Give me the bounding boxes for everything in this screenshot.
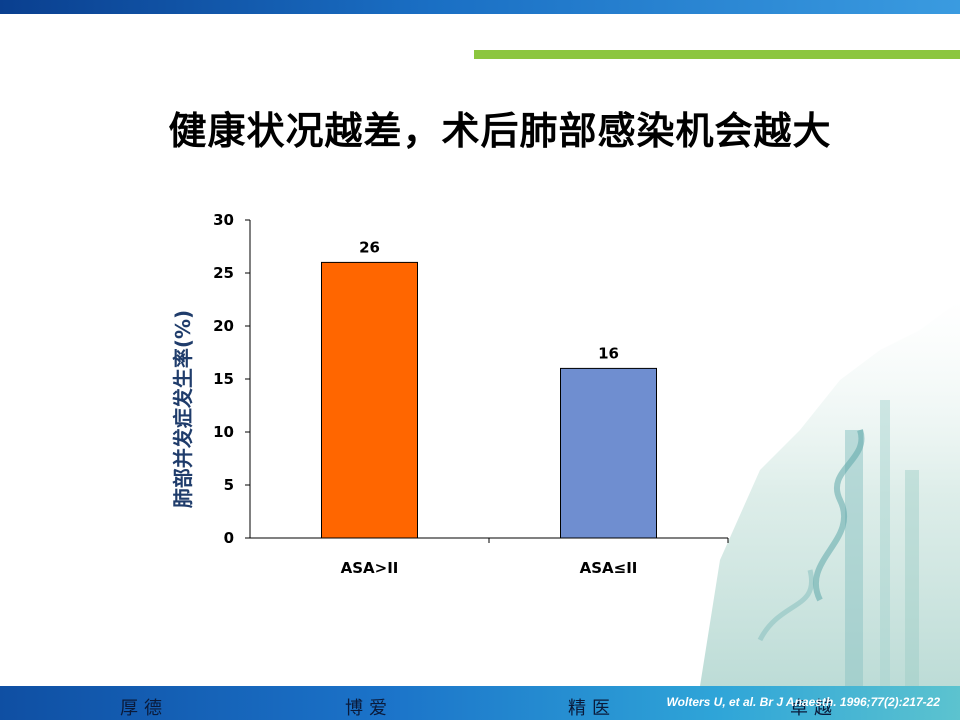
footer-bar: 厚德 博爱 精医 卓越 Wolters U, et al. Br J Anaes…	[0, 686, 960, 720]
y-tick-label: 0	[224, 529, 234, 547]
footer-word-3: 精医	[568, 698, 616, 719]
y-tick-label: 10	[213, 423, 234, 441]
x-tick-label: ASA>II	[341, 559, 399, 577]
y-tick-label: 15	[213, 370, 234, 388]
y-axis-label: 肺部并发症发生率(%)	[171, 310, 195, 508]
top-bar	[0, 0, 960, 14]
y-tick-label: 20	[213, 317, 234, 335]
footer-word-1: 厚德	[120, 698, 168, 719]
slide-title: 健康状况越差，术后肺部感染机会越大	[168, 109, 832, 153]
citation: Wolters U, et al. Br J Anaesth. 1996;77(…	[666, 695, 940, 709]
footer-word-4: 卓越	[790, 698, 838, 719]
y-tick-label: 5	[224, 476, 234, 494]
y-tick-label: 30	[213, 211, 234, 229]
green-accent-line	[474, 50, 960, 59]
bar-1	[321, 261, 418, 539]
x-tick-label: ASA≤II	[580, 559, 638, 577]
bar-chart: 0 5 10 15 20 25 30 肺部并发症发生率(%) 26 ASA>II 16 ASA≤II	[171, 211, 729, 577]
y-tick-label: 25	[213, 264, 234, 282]
bar-2	[560, 367, 657, 539]
data-label: 16	[598, 344, 619, 362]
data-label: 26	[359, 238, 380, 256]
footer-word-2: 博爱	[345, 698, 393, 719]
